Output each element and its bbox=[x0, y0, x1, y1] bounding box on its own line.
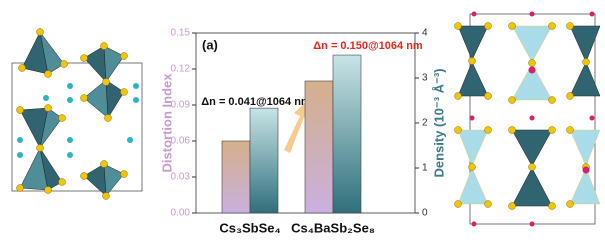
y2-tick-label: 2 bbox=[422, 118, 428, 129]
chart: 0.000.030.060.090.120.1501234Distortion … bbox=[159, 28, 446, 236]
annotation: Δn = 0.041@1064 nm bbox=[201, 96, 311, 108]
bar bbox=[305, 81, 333, 213]
y2-tick-label: 1 bbox=[422, 163, 428, 174]
y2-tick-label: 4 bbox=[422, 28, 428, 39]
bar bbox=[222, 141, 250, 213]
y-tick-label: 0.15 bbox=[171, 28, 191, 39]
y-tick-label: 0.12 bbox=[171, 64, 191, 75]
y2-tick-label: 0 bbox=[422, 208, 428, 219]
y-tick-label: 0.00 bbox=[171, 208, 191, 219]
x-tick-label: Cs₄BaSb₂Se₈ bbox=[291, 220, 375, 235]
x-tick-label: Cs₃SbSe₄ bbox=[219, 220, 280, 235]
left-structure bbox=[12, 29, 142, 200]
panel-label: (a) bbox=[202, 37, 218, 52]
y-axis-label: Distortion Index bbox=[159, 73, 174, 173]
y2-axis-label: Density (10⁻³ Å⁻³) bbox=[431, 68, 446, 177]
annotation: Δn = 0.150@1064 nm bbox=[313, 40, 423, 52]
figure: 0.000.030.060.090.120.1501234Distortion … bbox=[0, 0, 605, 240]
y2-tick-label: 3 bbox=[422, 73, 428, 84]
bar bbox=[250, 108, 278, 213]
bar bbox=[333, 55, 361, 213]
right-structure bbox=[455, 12, 601, 227]
